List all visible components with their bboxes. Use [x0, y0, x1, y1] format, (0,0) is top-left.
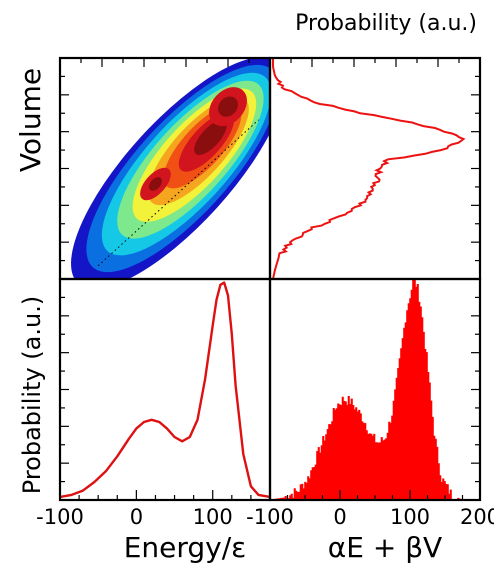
volume-probability-line	[272, 58, 466, 279]
tick-labels: -100 0 100 -100 0 100 200	[36, 505, 494, 529]
x-tick-label: -100	[246, 505, 294, 529]
bottom-axis-label-combined: αE + βV	[328, 531, 442, 564]
combined-histogram-area	[270, 279, 480, 500]
x-tick-label: 200	[460, 505, 494, 529]
x-tick-label: 0	[333, 505, 346, 529]
top-axis-label: Probability (a.u.)	[295, 11, 477, 36]
x-tick-label: 0	[130, 505, 143, 529]
energy-probability-line	[60, 281, 270, 499]
panel-frame-bottom-left	[58, 277, 272, 502]
panel-frame-bottom-right	[268, 277, 482, 502]
x-tick-label: 100	[390, 505, 430, 529]
left-axis-label-probability: Probability (a.u.)	[18, 296, 46, 494]
dotted-fit-line	[97, 119, 259, 267]
volume-probability-panel	[272, 58, 466, 279]
left-axis-label-volume: Volume	[14, 68, 47, 172]
energy-probability-panel	[60, 281, 270, 499]
bottom-axis-label-energy: Energy/ε	[124, 531, 247, 564]
x-tick-label: 100	[193, 505, 233, 529]
peak-core-1	[218, 96, 238, 117]
contour-level-8	[194, 120, 227, 155]
x-tick-label: -100	[36, 505, 84, 529]
peak-core-0	[148, 177, 162, 191]
combined-histogram-panel	[270, 279, 480, 500]
panel-frame-top-right	[268, 56, 482, 281]
joint-distribution-panel	[71, 58, 270, 279]
